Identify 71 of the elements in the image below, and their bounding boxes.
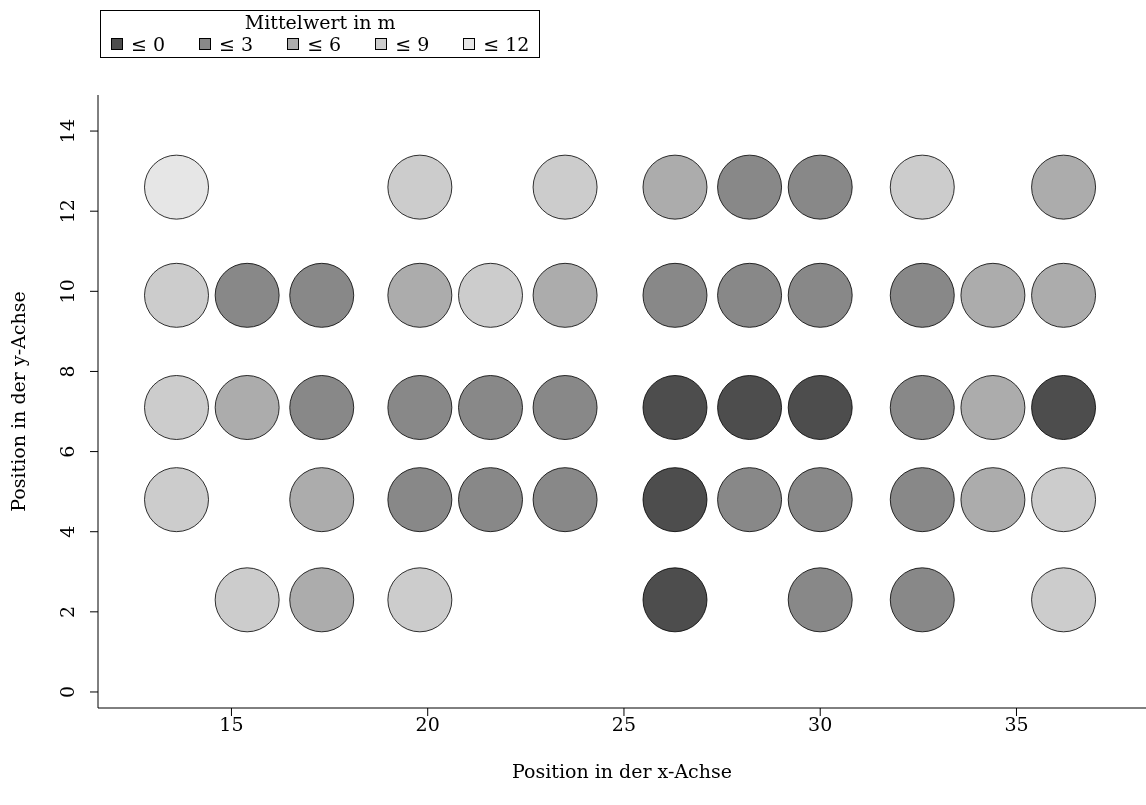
y-tick-label: 6 — [56, 445, 78, 458]
point — [889, 467, 955, 533]
legend-label: ≤ 0 — [131, 33, 166, 55]
point — [214, 262, 280, 328]
point — [1031, 262, 1096, 328]
point — [960, 467, 1026, 533]
point — [214, 567, 280, 633]
point — [532, 375, 598, 440]
point — [787, 567, 853, 633]
y-tick-label: 0 — [56, 685, 78, 699]
point — [532, 262, 598, 328]
point — [532, 154, 598, 220]
point — [1031, 567, 1096, 633]
y-tick-label: 8 — [56, 365, 78, 378]
point — [642, 375, 708, 440]
point — [387, 375, 453, 440]
point — [642, 154, 708, 220]
point — [889, 154, 955, 220]
legend-title: Mittelwert in m — [244, 11, 396, 33]
point — [532, 467, 598, 533]
point — [387, 467, 453, 533]
point — [1031, 375, 1096, 440]
point — [960, 375, 1026, 440]
x-tick-label: 25 — [611, 713, 637, 736]
y-tick-label: 10 — [56, 279, 78, 304]
point — [889, 262, 955, 328]
legend-label: ≤ 12 — [483, 33, 530, 55]
point — [289, 467, 355, 533]
point — [642, 567, 708, 633]
point — [642, 467, 708, 533]
point — [144, 262, 209, 328]
x-tick-label: 35 — [1004, 713, 1029, 736]
point — [387, 154, 453, 220]
point — [458, 467, 523, 533]
point — [787, 375, 853, 440]
legend-label: ≤ 6 — [307, 33, 342, 55]
point — [889, 567, 955, 633]
point — [889, 375, 955, 440]
point — [144, 467, 209, 533]
point — [717, 262, 782, 328]
point — [214, 375, 280, 440]
x-tick-label: 15 — [219, 713, 244, 736]
point — [289, 567, 355, 633]
point — [1031, 467, 1096, 533]
point — [387, 262, 453, 328]
legend-label: ≤ 9 — [395, 33, 430, 55]
point — [787, 467, 853, 533]
y-tick-label: 2 — [56, 605, 78, 618]
point — [387, 567, 453, 633]
point — [787, 154, 853, 220]
x-tick-label: 30 — [808, 713, 833, 736]
point — [642, 262, 708, 328]
point — [289, 262, 355, 328]
point — [1031, 154, 1096, 220]
y-tick-label: 14 — [56, 118, 78, 144]
x-tick-label: 20 — [415, 713, 440, 736]
point — [717, 154, 782, 220]
point — [717, 375, 782, 440]
y-tick-label: 4 — [56, 525, 78, 538]
point — [458, 375, 523, 440]
point — [458, 262, 523, 328]
y-axis-title: Position in der y-Achse — [6, 291, 29, 512]
point — [960, 262, 1026, 328]
point — [144, 375, 209, 440]
x-axis-title: Position in der x-Achse — [512, 760, 732, 782]
y-tick-label: 12 — [56, 199, 78, 224]
legend-label: ≤ 3 — [219, 33, 254, 55]
point — [289, 375, 355, 440]
point — [144, 154, 209, 220]
point — [717, 467, 782, 533]
point — [787, 262, 853, 328]
